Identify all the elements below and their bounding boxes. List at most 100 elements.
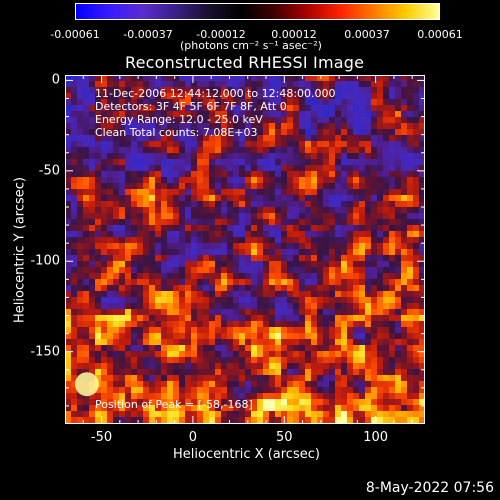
heatmap-cell	[257, 147, 264, 154]
heatmap-cell	[359, 381, 366, 388]
heatmap-cell	[389, 333, 396, 340]
heatmap-cell	[305, 153, 312, 160]
heatmap-cell	[383, 111, 390, 118]
heatmap-cell	[143, 327, 150, 334]
heatmap-cell	[287, 165, 294, 172]
heatmap-cell	[197, 267, 204, 274]
heatmap-cell	[221, 81, 228, 88]
heatmap-cell	[179, 159, 186, 166]
heatmap-cell	[179, 255, 186, 262]
heatmap-cell	[311, 417, 318, 424]
heatmap-cell	[347, 183, 354, 190]
heatmap-cell	[251, 81, 258, 88]
heatmap-cell	[347, 363, 354, 370]
heatmap-cell	[275, 159, 282, 166]
heatmap-cell	[299, 81, 306, 88]
heatmap-cell	[149, 381, 156, 388]
heatmap-cell	[257, 351, 264, 358]
heatmap-cell	[71, 177, 78, 184]
heatmap-cell	[149, 81, 156, 88]
heatmap-cell	[245, 93, 252, 100]
heatmap-cell	[257, 249, 264, 256]
heatmap-cell	[191, 303, 198, 310]
heatmap-cell	[95, 171, 102, 178]
heatmap-cell	[221, 267, 228, 274]
heatmap-cell	[173, 285, 180, 292]
heatmap-cell	[395, 225, 402, 232]
heatmap-cell	[227, 225, 234, 232]
heatmap-cell	[185, 351, 192, 358]
heatmap-cell	[179, 213, 186, 220]
heatmap-cell	[227, 309, 234, 316]
heatmap-cell	[359, 81, 366, 88]
heatmap-cell	[185, 207, 192, 214]
heatmap-cell	[383, 177, 390, 184]
heatmap-cell	[197, 291, 204, 298]
heatmap-cell	[365, 225, 372, 232]
heatmap-cell	[101, 261, 108, 268]
heatmap-cell	[329, 261, 336, 268]
heatmap-cell	[197, 237, 204, 244]
heatmap-cell	[419, 417, 425, 424]
heatmap-cell	[161, 321, 168, 328]
heatmap-cell	[389, 177, 396, 184]
heatmap-cell	[107, 195, 114, 202]
heatmap-cell	[173, 291, 180, 298]
heatmap-cell	[209, 363, 216, 370]
heatmap-cell	[227, 87, 234, 94]
heatmap-cell	[233, 417, 240, 424]
heatmap-cell	[227, 381, 234, 388]
heatmap-cell	[215, 93, 222, 100]
heatmap-cell	[143, 237, 150, 244]
heatmap-cell	[401, 375, 408, 382]
heatmap-cell	[371, 183, 378, 190]
heatmap-cell	[107, 237, 114, 244]
heatmap-cell	[317, 135, 324, 142]
heatmap-cell	[95, 111, 102, 118]
heatmap-cell	[269, 399, 276, 406]
heatmap-cell	[113, 153, 120, 160]
heatmap-cell	[101, 375, 108, 382]
heatmap-cell	[239, 249, 246, 256]
heatmap-cell	[353, 273, 360, 280]
heatmap-cell	[413, 129, 420, 136]
heatmap-cell	[353, 219, 360, 226]
heatmap-cell	[245, 357, 252, 364]
heatmap-cell	[245, 369, 252, 376]
heatmap-cell	[95, 99, 102, 106]
heatmap-cell	[203, 135, 210, 142]
heatmap-cell	[365, 243, 372, 250]
heatmap-cell	[137, 111, 144, 118]
heatmap-cell	[155, 141, 162, 148]
heatmap-cell	[71, 189, 78, 196]
heatmap-cell	[131, 99, 138, 106]
heatmap-cell	[395, 417, 402, 424]
heatmap-cell	[407, 195, 414, 202]
heatmap-cell	[275, 351, 282, 358]
heatmap-cell	[329, 321, 336, 328]
heatmap-cell	[377, 117, 384, 124]
heatmap-cell	[383, 321, 390, 328]
heatmap-cell	[389, 195, 396, 202]
heatmap-cell	[215, 243, 222, 250]
heatmap-cell	[137, 261, 144, 268]
heatmap-cell	[143, 393, 150, 400]
heatmap-cell	[419, 267, 425, 274]
heatmap-cell	[341, 159, 348, 166]
heatmap-cell	[89, 345, 96, 352]
heatmap-cell	[317, 381, 324, 388]
heatmap-cell	[371, 189, 378, 196]
heatmap-cell	[143, 399, 150, 406]
heatmap-cell	[275, 111, 282, 118]
heatmap-cell	[317, 225, 324, 232]
heatmap-cell	[197, 357, 204, 364]
heatmap-cell	[251, 309, 258, 316]
heatmap-cell	[221, 111, 228, 118]
heatmap-cell	[137, 93, 144, 100]
heatmap-cell	[95, 165, 102, 172]
heatmap-cell	[95, 141, 102, 148]
heatmap-cell	[125, 255, 132, 262]
heatmap-cell	[293, 267, 300, 274]
heatmap-cell	[371, 135, 378, 142]
heatmap-cell	[305, 327, 312, 334]
